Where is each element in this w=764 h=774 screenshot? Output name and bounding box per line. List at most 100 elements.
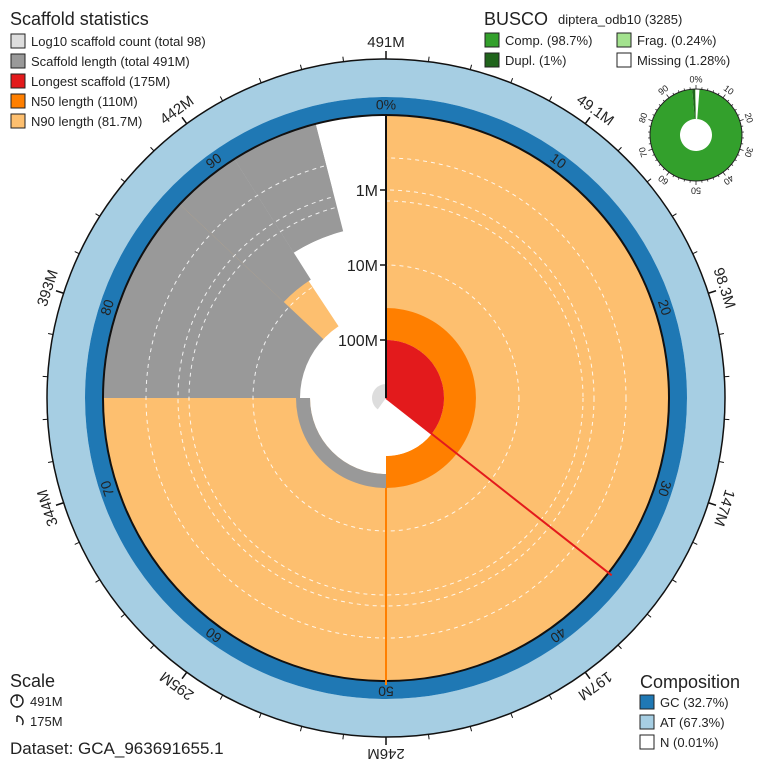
busco-tick <box>723 172 725 175</box>
busco-tick <box>653 115 655 116</box>
minor-tick <box>96 214 100 217</box>
busco-tick <box>673 93 674 95</box>
minor-tick <box>647 179 651 182</box>
busco-tick <box>655 160 657 161</box>
scale-item-longest: 175M <box>17 714 63 729</box>
length-tick-label: 147M <box>710 487 738 528</box>
length-tick-label: 98.3M <box>710 266 739 311</box>
radial-tick-label: 10M <box>347 258 378 275</box>
busco-tick <box>735 109 737 110</box>
busco-label: Frag. (0.24%) <box>637 33 716 48</box>
legend-swatch <box>11 34 25 48</box>
minor-tick <box>618 147 621 151</box>
busco-tick <box>740 149 744 150</box>
busco-tick <box>727 169 728 170</box>
busco-tick <box>727 100 728 101</box>
busco-tick-label: 70 <box>637 146 650 159</box>
minor-tick <box>343 57 344 62</box>
busco-tick <box>673 175 674 177</box>
busco-tick <box>718 175 719 177</box>
busco-tick <box>718 93 719 95</box>
minor-tick <box>343 734 344 739</box>
busco-tick-label: 30 <box>743 146 756 159</box>
minor-tick <box>259 78 261 83</box>
busco-tick <box>738 115 740 116</box>
minor-tick <box>549 695 551 699</box>
busco-tick-label: 80 <box>637 112 650 125</box>
busco-tick-label: 10 <box>722 83 736 97</box>
length-tick-label: 491M <box>367 34 405 51</box>
percent-tick-label: 0% <box>376 97 396 113</box>
composition-swatch <box>640 735 654 749</box>
legend-swatch <box>11 114 25 128</box>
scale-item-total: 491M <box>11 694 63 709</box>
busco-label: Missing (1.28%) <box>637 53 730 68</box>
busco-tick <box>667 95 669 98</box>
busco-tick <box>731 164 733 165</box>
minor-tick <box>470 726 471 731</box>
busco-tick-label: 20 <box>743 112 756 125</box>
busco-tick-label: 40 <box>722 173 736 187</box>
length-tick-label: 344M <box>34 487 62 528</box>
radial-tick-label: 1M <box>356 183 378 200</box>
busco-swatch <box>485 33 499 47</box>
busco-tick <box>740 120 744 121</box>
minor-tick <box>184 672 187 676</box>
legend-swatch <box>11 54 25 68</box>
minor-tick <box>672 214 676 217</box>
minor-tick <box>184 120 187 124</box>
composition-label: GC (32.7%) <box>660 695 729 710</box>
busco-tick <box>653 155 655 156</box>
minor-tick <box>121 179 125 182</box>
busco-label: Comp. (98.7%) <box>505 33 592 48</box>
minor-tick <box>220 695 222 699</box>
busco-tick <box>667 172 669 175</box>
busco-legend-items: Comp. (98.7%)Frag. (0.24%)Dupl. (1%)Miss… <box>485 33 730 68</box>
scale-title: Scale <box>10 671 55 691</box>
minor-tick <box>428 734 429 739</box>
scale-legend: Scale 491M 175M <box>10 671 63 729</box>
minor-tick <box>96 580 100 583</box>
composition-swatch <box>640 695 654 709</box>
composition-label: AT (67.3%) <box>660 715 725 730</box>
busco-tick <box>663 100 664 101</box>
minor-tick <box>428 57 429 62</box>
legend-label: N50 length (110M) <box>31 94 138 109</box>
composition-title: Composition <box>640 672 740 692</box>
busco-tick <box>659 164 661 165</box>
scale-arc-icon <box>17 716 23 725</box>
minor-tick <box>151 645 154 649</box>
busco-tick <box>731 104 733 105</box>
minor-tick <box>220 97 222 101</box>
minor-tick <box>300 65 301 70</box>
minor-tick <box>618 645 621 649</box>
minor-tick <box>75 252 80 254</box>
busco-tick <box>648 149 652 150</box>
minor-tick <box>259 713 261 718</box>
legend-swatch <box>11 74 25 88</box>
busco-tick-label: 50 <box>691 186 701 196</box>
busco-tick <box>655 109 657 110</box>
busco-swatch <box>617 53 631 67</box>
percent-tick-label: 50 <box>378 683 394 699</box>
legend-label: N90 length (81.7M) <box>31 114 142 129</box>
legend-label: Scaffold length (total 491M) <box>31 54 190 69</box>
busco-lineage: diptera_odb10 (3285) <box>558 12 682 27</box>
composition-label: N (0.01%) <box>660 735 719 750</box>
scale-longest-label: 175M <box>30 714 63 729</box>
radial-tick-label: 100M <box>338 333 378 350</box>
minor-tick <box>549 97 551 101</box>
minor-tick <box>585 672 588 676</box>
minor-tick <box>693 542 698 544</box>
busco-tick-label: 0% <box>689 74 702 84</box>
busco-tick <box>663 169 664 170</box>
composition-swatch <box>640 715 654 729</box>
scaffold-legend-title: Scaffold statistics <box>10 9 149 29</box>
minor-tick <box>151 147 154 151</box>
scale-total-label: 491M <box>30 694 63 709</box>
busco-tick <box>648 120 652 121</box>
minor-tick <box>585 120 588 124</box>
